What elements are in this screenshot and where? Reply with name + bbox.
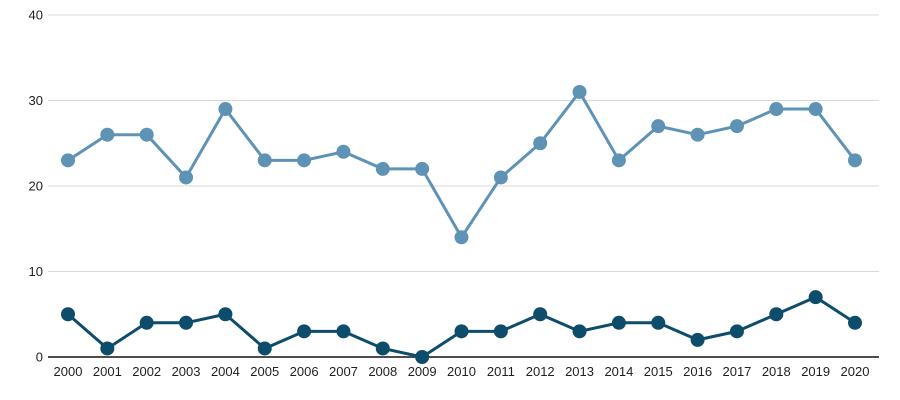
data-point-marker xyxy=(415,161,430,176)
x-axis-tick-label: 2016 xyxy=(683,364,712,379)
y-axis-tick-label: 40 xyxy=(29,8,43,23)
x-axis-tick-label: 2013 xyxy=(565,364,594,379)
x-axis-tick-label: 2018 xyxy=(762,364,791,379)
data-point-marker xyxy=(454,230,469,245)
data-point-marker xyxy=(61,153,75,168)
data-point-marker xyxy=(415,350,430,364)
x-axis-tick-label: 2009 xyxy=(408,364,437,379)
y-axis-tick-label: 30 xyxy=(29,93,43,108)
data-point-marker xyxy=(297,324,312,339)
data-point-marker xyxy=(257,341,272,356)
data-point-marker xyxy=(218,307,233,322)
series-line xyxy=(66,90,857,239)
data-point-marker xyxy=(375,161,390,176)
data-point-marker xyxy=(336,324,351,339)
x-axis-tick-label: 2015 xyxy=(644,364,673,379)
x-axis-tick-label: 2003 xyxy=(172,364,201,379)
x-axis-tick-label: 2007 xyxy=(329,364,358,379)
data-point-marker xyxy=(572,84,587,99)
data-point-marker xyxy=(297,153,312,168)
x-axis-tick-label: 2019 xyxy=(801,364,830,379)
data-point-marker xyxy=(651,119,666,134)
x-axis-tick-label: 2006 xyxy=(290,364,319,379)
data-point-marker xyxy=(533,136,548,151)
data-point-marker xyxy=(729,324,744,339)
data-point-marker xyxy=(336,144,351,159)
data-point-marker xyxy=(139,127,154,142)
x-axis-tick-label: 2008 xyxy=(368,364,397,379)
x-axis-tick-label: 2011 xyxy=(487,364,515,379)
data-point-marker xyxy=(454,324,469,339)
data-point-marker xyxy=(611,315,626,330)
x-axis-tick-label: 2014 xyxy=(604,364,633,379)
data-point-marker xyxy=(690,127,705,142)
y-axis-tick-label: 0 xyxy=(36,350,43,365)
data-point-marker xyxy=(493,324,508,339)
data-point-marker xyxy=(729,119,744,134)
data-point-marker xyxy=(179,170,194,185)
y-axis-tick-label: 10 xyxy=(29,264,43,279)
data-point-marker xyxy=(139,315,154,330)
data-point-marker xyxy=(611,153,626,168)
data-point-marker xyxy=(808,102,823,117)
data-point-marker xyxy=(375,341,390,356)
data-point-marker xyxy=(808,290,823,305)
data-point-marker xyxy=(769,102,784,117)
data-point-marker xyxy=(61,307,75,322)
data-point-marker xyxy=(533,307,548,322)
y-axis-tick-label: 20 xyxy=(29,179,43,194)
data-point-marker xyxy=(848,315,862,330)
x-axis-tick-label: 2004 xyxy=(211,364,240,379)
data-point-marker xyxy=(257,153,272,168)
x-axis-tick-label: 2012 xyxy=(526,364,555,379)
data-point-marker xyxy=(651,315,666,330)
x-axis-tick-label: 2010 xyxy=(447,364,476,379)
data-point-marker xyxy=(769,307,784,322)
data-point-marker xyxy=(690,332,705,347)
data-point-marker xyxy=(848,153,862,168)
data-point-marker xyxy=(218,102,233,117)
x-axis-tick-label: 2001 xyxy=(93,364,122,379)
x-axis-tick-label: 2017 xyxy=(722,364,751,379)
data-point-marker xyxy=(179,315,194,330)
data-point-marker xyxy=(493,170,508,185)
data-point-marker xyxy=(572,324,587,339)
x-axis-tick-label: 2000 xyxy=(54,364,83,379)
x-axis-tick-label: 2020 xyxy=(841,364,870,379)
x-axis-tick-label: 2002 xyxy=(132,364,161,379)
data-point-marker xyxy=(100,341,115,356)
data-point-marker xyxy=(100,127,115,142)
x-axis-tick-label: 2005 xyxy=(250,364,279,379)
